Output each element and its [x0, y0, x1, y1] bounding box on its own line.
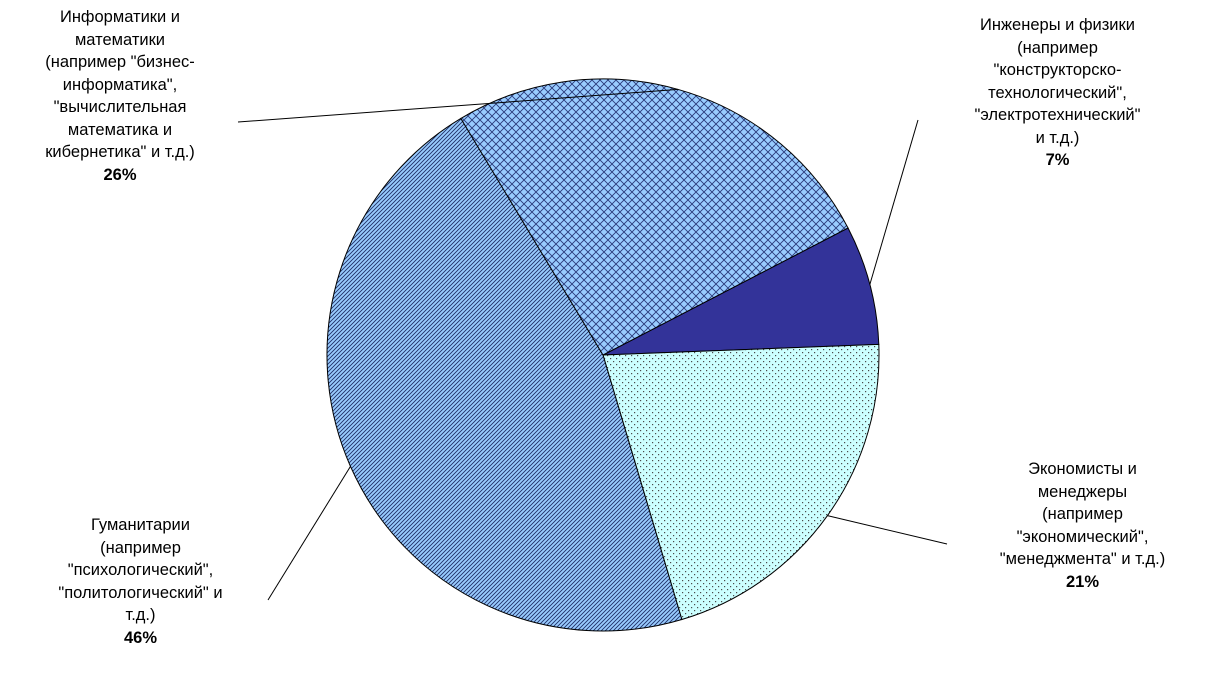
slice-label-text: менеджеры — [1037, 482, 1128, 501]
slice-label-text: "конструкторско- — [993, 61, 1122, 79]
slice-label-text: кибернетика" и т.д.) — [45, 143, 195, 161]
slice-label-text: информатика", — [62, 75, 178, 94]
slice-label-text: (например — [1017, 38, 1098, 57]
slice-percent: 26% — [103, 165, 137, 184]
slice-label-text: Гуманитарии — [91, 516, 190, 534]
slice-label-text: (например — [100, 538, 181, 557]
slice-label-text: "экономический", — [1016, 527, 1149, 546]
slice-label-engineers: Инженеры и физики (например "конструктор… — [920, 14, 1195, 172]
slice-label-informatics: Информатики и математики (например "бизн… — [0, 6, 240, 186]
slice-label-text: "менеджмента" и т.д.) — [999, 550, 1166, 568]
leader-line-engineers — [869, 119, 919, 285]
leader-line-humanities — [267, 466, 351, 601]
slice-label-text: (например — [1042, 505, 1123, 523]
slice-label-text: Инженеры и физики — [980, 16, 1135, 34]
slice-label-humanities: Гуманитарии (например "психологический",… — [8, 514, 273, 649]
leader-line-economists — [827, 515, 948, 545]
slice-percent: 46% — [123, 628, 158, 647]
slice-label-text: т.д.) — [125, 606, 156, 624]
pie-slices — [326, 78, 880, 632]
slice-label-text: математики — [74, 30, 166, 49]
slice-economists — [602, 343, 880, 621]
leader-lines — [237, 88, 948, 601]
slice-label-text: (например "бизнес- — [45, 53, 195, 71]
slice-label-text: технологический", — [988, 83, 1127, 102]
slice-label-economists: Экономисты и менеджеры (например "эконом… — [950, 458, 1215, 593]
slice-label-text: "электротехнический" — [974, 106, 1141, 124]
slice-label-text: и т.д.) — [1035, 128, 1080, 147]
slice-label-text: математика и — [67, 120, 173, 139]
leader-line-informatics — [237, 88, 679, 123]
slice-label-text: Экономисты и — [1028, 460, 1137, 478]
slice-label-text: "политологический" и — [58, 583, 223, 602]
slice-label-text: Информатики и — [59, 8, 181, 26]
slice-label-text: "вычислительная — [53, 98, 187, 116]
slice-percent: 21% — [1065, 572, 1100, 591]
slice-engineers — [602, 227, 880, 356]
slice-label-text: "психологический", — [67, 561, 214, 579]
slice-percent: 7% — [1045, 151, 1070, 169]
